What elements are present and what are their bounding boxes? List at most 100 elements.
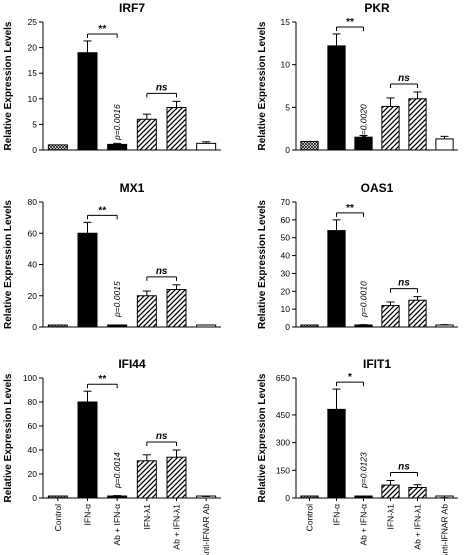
panel-ifit1: IFIT1 Relative Expression Levels 0 150 300 45… xyxy=(257,357,458,555)
x-tick-label: Ab + IFN-λ1 xyxy=(413,504,423,550)
y-tick-label: 40 xyxy=(281,251,291,261)
p-value-label: p=0.0123 xyxy=(359,452,369,489)
bar-ifn xyxy=(327,408,346,499)
panel-irf7: IRF7 Relative Expression Levels 0 5 10 15 20 25… xyxy=(3,1,221,155)
y-tick-label: 40 xyxy=(28,445,38,455)
y-tick-label: 0 xyxy=(285,145,290,155)
ns-label: ns xyxy=(156,266,168,277)
y-tick-label: 15 xyxy=(281,17,291,27)
x-tick-label: Ab + IFN-α xyxy=(112,504,122,546)
significance-label: * xyxy=(348,372,352,383)
ns-label: ns xyxy=(398,73,410,84)
y-axis-label: Relative Expression Levels xyxy=(257,21,268,150)
y-axis-label: Relative Expression Levels xyxy=(3,21,14,150)
significance-label: ** xyxy=(346,203,354,214)
p-value-label: p=0.0020 xyxy=(359,104,369,141)
bar-ab-ifn-1 xyxy=(408,98,427,151)
significance-label: ** xyxy=(98,374,106,385)
panel-oas1: OAS1 Relative Expression Levels 0 10 20 30 40 5… xyxy=(257,181,458,332)
bar-ifn xyxy=(77,232,98,328)
p-value-label: p=0.0015 xyxy=(112,281,122,318)
p-value-label: p=0.0010 xyxy=(359,281,369,318)
y-axis-label: Relative Expression Levels xyxy=(257,373,268,502)
y-tick-label: 0 xyxy=(32,322,37,332)
y-tick-label: 20 xyxy=(28,43,38,53)
bar-ifn-1 xyxy=(136,295,157,328)
y-tick-label: 150 xyxy=(276,465,290,475)
bar-ifn-1 xyxy=(136,460,157,499)
bar-anti-ifnar-ab xyxy=(435,324,454,328)
bar-ab-ifn-1 xyxy=(408,486,427,499)
panel-pkr: PKR Relative Expression Levels 0 5 10 15 ** ns p… xyxy=(257,1,458,155)
panel-title: PKR xyxy=(364,1,390,15)
y-tick-label: 300 xyxy=(276,438,290,448)
panel-title: IFI44 xyxy=(118,357,146,371)
panel-title: OAS1 xyxy=(361,181,394,195)
panel-title: IRF7 xyxy=(119,1,145,15)
ns-label: ns xyxy=(156,82,168,93)
y-tick-label: 80 xyxy=(28,397,38,407)
bar-ifn-1 xyxy=(381,484,400,499)
bar-ab-ifn xyxy=(354,324,373,328)
y-tick-label: 40 xyxy=(28,260,38,270)
y-tick-label: 10 xyxy=(281,304,291,314)
x-tick-label: IFN-λ1 xyxy=(386,504,396,530)
bar-ifn-1 xyxy=(136,118,157,151)
y-tick-label: 70 xyxy=(281,197,291,207)
x-tick-label: Control xyxy=(305,504,315,532)
bar-anti-ifnar-ab xyxy=(435,138,454,151)
significance-label: ** xyxy=(98,24,106,35)
x-tick-label: IFN-α xyxy=(332,504,342,526)
y-tick-label: 80 xyxy=(28,197,38,207)
x-tick-label: Ab + IFN-λ1 xyxy=(172,504,182,550)
panel-ifi44: IFI44 Relative Expression Levels 0 20 40 60 80… xyxy=(3,357,221,555)
y-tick-label: 5 xyxy=(32,119,37,129)
bar-ifn xyxy=(327,45,346,151)
x-tick-label: Anti-IFNAR Ab xyxy=(201,504,211,555)
panel-title: IFIT1 xyxy=(363,357,391,371)
bar-ifn xyxy=(77,401,98,499)
bar-ifn xyxy=(327,230,346,328)
y-tick-label: 450 xyxy=(276,410,290,420)
y-tick-label: 10 xyxy=(281,60,291,70)
bar-ifn-1 xyxy=(381,105,400,151)
y-tick-label: 15 xyxy=(28,68,38,78)
y-tick-label: 20 xyxy=(28,291,38,301)
y-tick-label: 50 xyxy=(281,233,291,243)
x-tick-label: IFN-λ1 xyxy=(142,504,152,530)
bar-control xyxy=(47,324,68,328)
significance-label: ** xyxy=(346,17,354,28)
bar-control xyxy=(300,140,319,151)
y-axis-label: Relative Expression Levels xyxy=(3,200,14,329)
bar-ab-ifn xyxy=(107,143,128,151)
x-tick-label: Control xyxy=(53,504,63,532)
ns-label: ns xyxy=(398,278,410,289)
y-axis-label: Relative Expression Levels xyxy=(257,200,268,329)
y-tick-label: 100 xyxy=(23,373,37,383)
p-value-label: p=0.0014 xyxy=(112,452,122,489)
bar-ab-ifn-1 xyxy=(166,456,187,499)
y-tick-label: 20 xyxy=(281,286,291,296)
bar-ab-ifn-1 xyxy=(166,107,187,151)
x-tick-label: IFN-α xyxy=(83,504,93,526)
bar-ab-ifn-1 xyxy=(166,289,187,328)
bar-ab-ifn-1 xyxy=(408,299,427,328)
y-tick-label: 60 xyxy=(281,215,291,225)
y-tick-label: 0 xyxy=(32,493,37,503)
bar-control xyxy=(300,324,319,328)
ns-label: ns xyxy=(156,431,168,442)
bar-ab-ifn xyxy=(107,495,128,499)
y-tick-label: 0 xyxy=(285,493,290,503)
y-tick-label: 10 xyxy=(28,94,38,104)
y-tick-label: 5 xyxy=(285,102,290,112)
x-tick-label: Ab + IFN-α xyxy=(359,504,369,546)
significance-label: ** xyxy=(98,205,106,216)
bar-control xyxy=(300,495,319,499)
ns-label: ns xyxy=(398,461,410,472)
y-tick-label: 60 xyxy=(28,228,38,238)
panel-mx1: MX1 Relative Expression Levels 0 20 40 60 80 **… xyxy=(3,181,221,332)
bar-control xyxy=(47,144,68,151)
bar-ifn xyxy=(77,52,98,151)
y-tick-label: 20 xyxy=(28,469,38,479)
